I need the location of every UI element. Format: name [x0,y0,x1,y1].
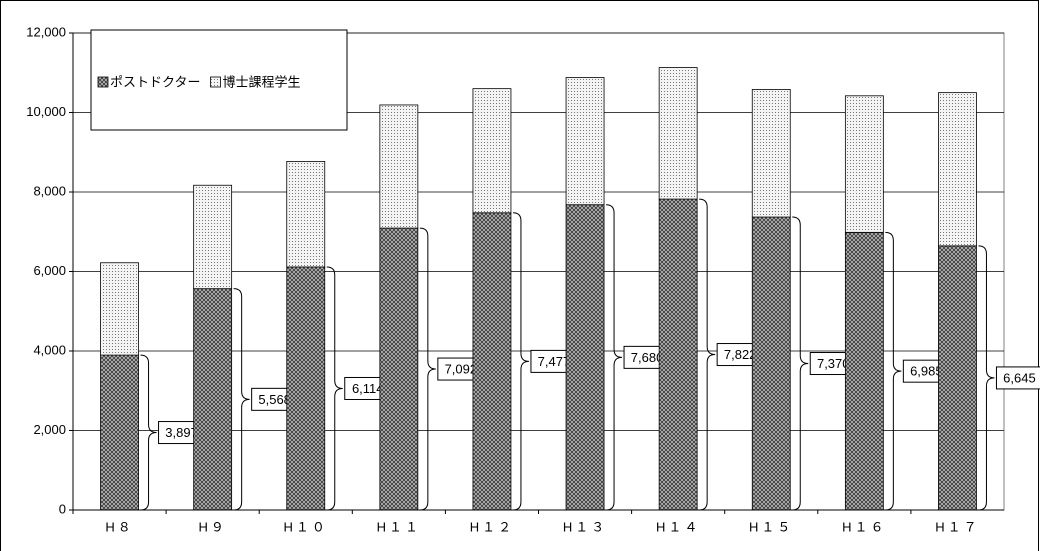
brace [606,204,623,511]
x-tick-label: H１５ [749,519,793,534]
brace [512,212,529,511]
x-tick-label: H１３ [563,519,607,534]
data-label: 7,822 [724,347,757,362]
bar-segment [938,245,977,511]
bar-segment [286,266,326,511]
brace [699,198,716,511]
brace [140,354,157,511]
legend-swatch [97,76,109,88]
bar-segment [472,88,512,214]
bar-segment [658,67,698,200]
y-tick-label: 0 [59,501,66,516]
x-tick-label: H９ [198,519,226,534]
x-tick-label: H１６ [842,519,886,534]
x-tick-label: H１０ [284,519,328,534]
brace [978,245,995,511]
bar-segment [844,231,884,511]
x-tick-label: H１７ [935,519,979,534]
bar-segment [472,212,512,511]
bar-segment [193,184,233,290]
data-label: 6,645 [1003,370,1036,385]
bar-segment [100,354,139,511]
y-tick-label: 8,000 [33,183,66,198]
data-label: 7,477 [538,354,571,369]
x-tick-label: H１１ [377,519,421,534]
data-label: 3,897 [165,425,198,440]
y-tick-label: 2,000 [33,422,66,437]
data-label: 7,370 [817,356,850,371]
x-tick-label: H８ [105,519,133,534]
bar-segment [938,92,977,247]
bar-segment [379,104,419,229]
y-tick-label: 12,000 [26,24,66,39]
bar-segment [751,216,791,511]
brace [419,227,436,511]
x-tick-label: H１２ [470,519,514,534]
bar-segment [751,89,791,218]
brace [326,266,343,511]
brace [885,231,902,511]
legend-label: 博士課程学生 [222,74,300,89]
y-tick-label: 4,000 [33,342,66,357]
bar-segment [100,262,139,356]
bar-segment [844,95,884,233]
y-tick-label: 10,000 [26,104,66,119]
legend-label: ポストドクター [110,74,200,89]
bar-segment [565,77,605,206]
bar-segment [193,288,233,511]
legend-swatch [210,76,221,88]
brace [792,216,809,511]
data-label: 7,092 [445,361,478,376]
x-tick-label: H１４ [656,519,700,534]
data-label: 5,568 [258,392,291,407]
data-label: 6,114 [352,381,384,396]
bar-segment [379,227,419,511]
y-tick-label: 6,000 [33,263,66,278]
data-label: 7,680 [631,350,664,365]
bar-segment [565,204,605,511]
bar-segment [286,160,326,268]
label-box [995,366,1040,390]
bar-segment [658,198,698,511]
data-label: 6,985 [910,364,943,379]
brace [233,288,250,511]
